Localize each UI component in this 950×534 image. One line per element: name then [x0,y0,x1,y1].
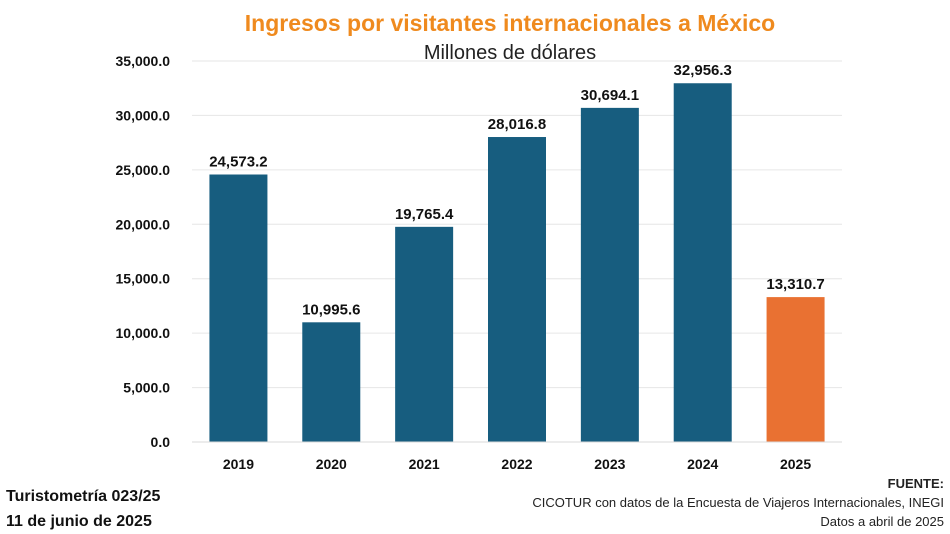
bar-2021 [395,226,454,442]
y-tick-label: 30,000.0 [116,107,171,123]
x-tick-label: 2023 [594,456,625,472]
report-id: Turistometría 023/25 [6,488,161,505]
x-tick-label: 2024 [687,456,718,472]
bar-2019 [209,174,268,442]
source-note: FUENTE: CICOTUR con datos de la Encuesta… [532,474,944,531]
data-cutoff-note: Datos a abril de 2025 [820,514,944,529]
x-tick-label: 2019 [223,456,254,472]
x-tick-label: 2022 [501,456,532,472]
report-info: Turistometría 023/25 11 de junio de 2025 [6,484,160,534]
chart-subtitle: Millones de dólares [423,42,597,64]
data-label-2020: 10,995.6 [302,301,360,318]
bar-2023 [580,107,639,442]
data-labels: 24,573.2 10,995.6 19,765.4 28,016.8 30,694.1… [209,62,825,318]
y-tick-label: 5,000.0 [123,380,170,396]
source-title: FUENTE: [887,476,944,491]
y-tick-label: 20,000.0 [116,216,171,232]
y-tick-label: 10,000.0 [116,325,171,341]
x-tick-label: 2025 [780,456,811,472]
data-label-2022: 28,016.8 [488,116,546,133]
y-tick-label: 15,000.0 [116,271,171,287]
data-label-2021: 19,765.4 [395,206,454,223]
source-text: CICOTUR con datos de la Encuesta de Viaj… [532,495,944,510]
bar-2022 [488,137,546,442]
bars [209,83,825,442]
data-label-2023: 30,694.1 [581,87,639,104]
x-axis: 2019 2020 2021 2022 2023 2024 2025 [223,456,812,472]
x-tick-label: 2021 [409,456,440,472]
y-tick-label: 35,000.0 [116,53,171,69]
x-tick-label: 2020 [316,456,347,472]
report-date: 11 de junio de 2025 [6,513,152,530]
chart-title: Ingresos por visitantes internacionales … [244,10,776,36]
bar-2024 [673,83,732,442]
data-label-2019: 24,573.2 [209,154,267,171]
bar-2020 [302,322,361,442]
data-label-2024: 32,956.3 [674,62,732,79]
y-axis: 0.0 5,000.0 10,000.0 15,000.0 20,000.0 25,000… [116,53,171,450]
y-tick-label: 0.0 [151,434,171,450]
bar-2025 [766,297,825,442]
y-tick-label: 25,000.0 [116,162,171,178]
data-label-2025: 13,310.7 [766,276,824,293]
